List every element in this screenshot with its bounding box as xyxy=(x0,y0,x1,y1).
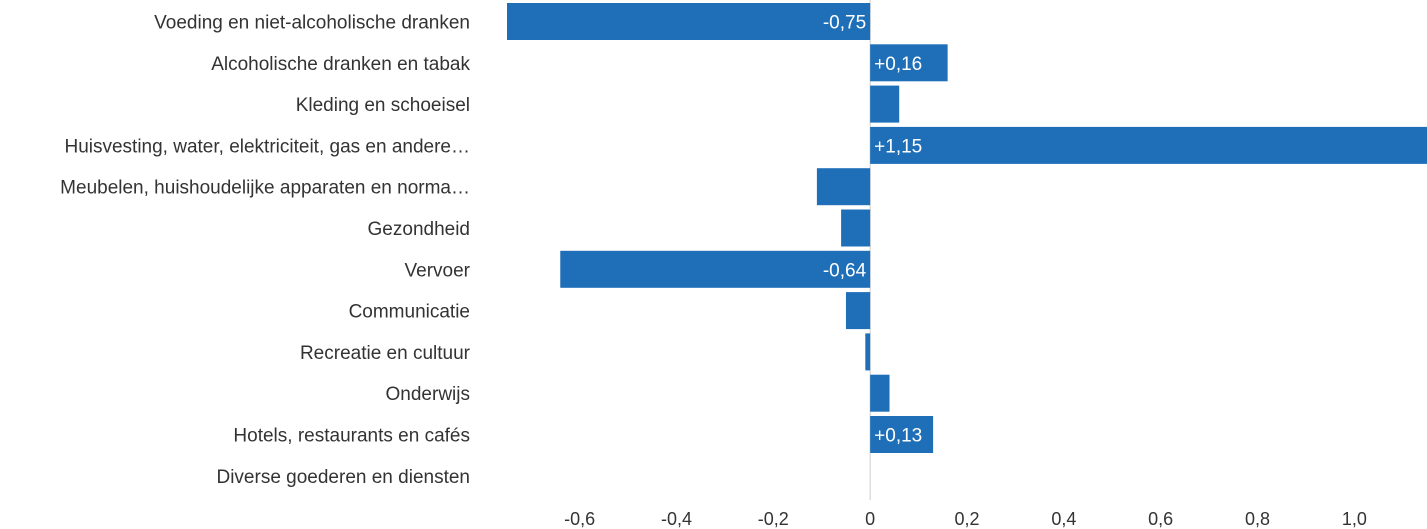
category-label: Huisvesting, water, elektriciteit, gas e… xyxy=(64,136,470,157)
category-label: Kleding en schoeisel xyxy=(296,95,470,116)
x-tick-label: 1,0 xyxy=(1342,509,1367,529)
bar xyxy=(865,333,871,371)
category-label: Onderwijs xyxy=(386,384,470,405)
bar xyxy=(870,416,934,453)
category-label: Gezondheid xyxy=(368,219,470,240)
data-label: +1,15 xyxy=(874,136,922,157)
category-label: Hotels, restaurants en cafés xyxy=(233,426,470,447)
x-tick-label: 0,4 xyxy=(1051,509,1076,529)
data-label: +0,13 xyxy=(874,426,922,447)
data-label: +0,16 xyxy=(874,54,922,75)
bar xyxy=(870,44,948,82)
x-tick-label: -0,6 xyxy=(564,509,595,529)
bar xyxy=(560,250,871,288)
x-tick-label: -0,4 xyxy=(661,509,692,529)
data-label: -0,75 xyxy=(823,13,866,34)
data-label: -0,64 xyxy=(823,260,867,281)
category-label: Meubelen, huishoudelijke apparaten en no… xyxy=(60,178,470,199)
x-tick-label: 0 xyxy=(865,509,875,529)
bar xyxy=(845,292,871,330)
bar xyxy=(841,209,871,247)
category-label: Diverse goederen en diensten xyxy=(216,467,470,488)
category-label: Recreatie en cultuur xyxy=(300,343,471,364)
bar xyxy=(870,374,890,412)
bar xyxy=(507,3,871,40)
category-label: Communicatie xyxy=(349,302,470,323)
category-label: Alcoholische dranken en tabak xyxy=(211,54,470,75)
x-tick-label: 0,6 xyxy=(1148,509,1173,529)
bar xyxy=(816,168,871,206)
x-tick-label: 0,8 xyxy=(1245,509,1270,529)
bar xyxy=(870,126,1427,164)
category-label: Voeding en niet-alcoholische dranken xyxy=(154,13,470,34)
x-tick-label: 0,2 xyxy=(954,509,979,529)
bar xyxy=(870,85,900,123)
x-tick-label: -0,2 xyxy=(758,509,789,529)
category-label: Vervoer xyxy=(405,260,471,281)
